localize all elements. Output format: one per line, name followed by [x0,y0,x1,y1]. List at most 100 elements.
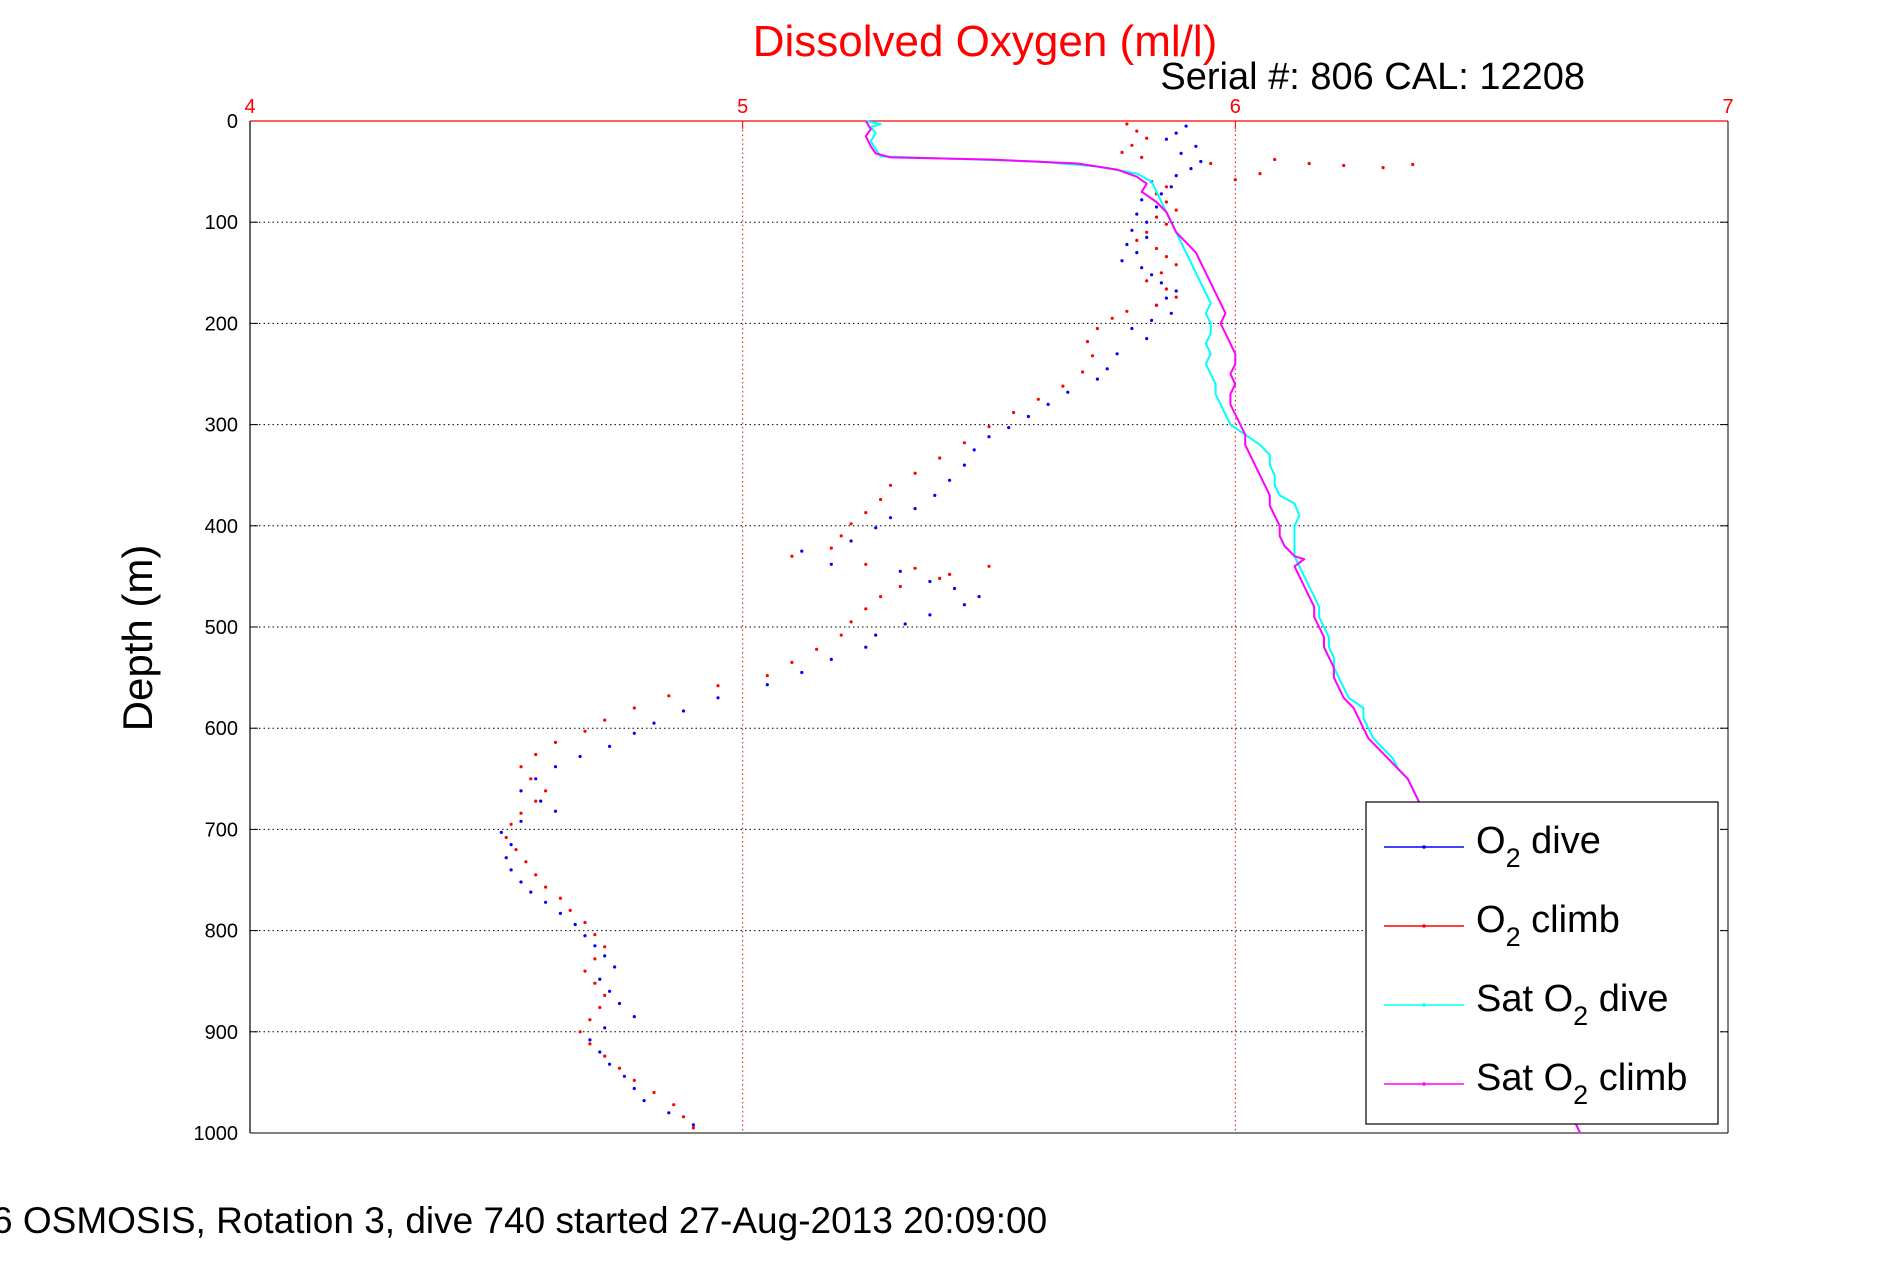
axes: 0 100 200 300 400 500 600 700 800 900 1000 4 5 6 7 [194,96,1734,1145]
legend-marker [1422,924,1426,928]
data-point [632,1078,636,1082]
legend-label-subscript: 2 [1506,843,1521,873]
data-point [1145,136,1149,140]
data-point [815,647,819,651]
data-point [578,754,582,759]
chart-title: Dissolved Oxygen (ml/l) [753,17,1218,66]
data-point [642,1099,646,1103]
data-point [1342,163,1346,168]
data-point [948,478,952,482]
data-point [829,657,833,662]
data-point [1036,397,1040,401]
x-tick-label: 4 [244,96,255,118]
data-point [593,933,597,937]
series-o2-climb [504,122,1415,1130]
data-point [716,696,720,700]
series-o2-dive [499,124,1203,1127]
legend-label: Sat O2 climb [1476,1057,1687,1110]
legend-label: O2 dive [1476,820,1601,873]
data-point [1026,414,1030,419]
data-point [519,765,523,769]
data-point [1145,279,1149,283]
data-point [1150,318,1154,322]
data-point [632,1015,636,1019]
data-point [1164,255,1168,259]
data-point [667,1111,671,1115]
data-point [1125,242,1129,247]
data-point [1194,144,1198,148]
data-point [888,516,893,520]
data-point [1174,174,1178,178]
legend-label-main: Sat O [1476,978,1573,1020]
data-point [1061,384,1065,388]
data-point [962,603,967,607]
data-point [1125,122,1129,126]
data-point [652,1090,656,1095]
legend-label: Sat O2 dive [1476,978,1668,1031]
legend-label-rest: climb [1521,899,1620,941]
data-point [622,1074,627,1078]
data-point [1199,159,1203,164]
legend-label-main: O [1476,820,1506,862]
data-point [534,777,538,781]
data-point [1381,166,1385,170]
data-point [1411,162,1415,167]
data-point [1145,230,1149,234]
data-point [1140,198,1144,202]
data-point [1154,215,1159,219]
data-point [583,934,587,938]
data-point [913,507,917,511]
data-point [1159,192,1163,196]
data-point [898,569,902,573]
data-point [849,620,853,624]
chart-subtitle: Serial #: 806 CAL: 12208 [1160,56,1585,98]
data-point [952,586,957,591]
data-point [1130,326,1134,331]
data-point [1164,222,1168,226]
data-point [839,534,843,538]
data-point [603,945,607,949]
legend-label-main: O [1476,899,1506,941]
data-point [928,579,932,584]
data-point [1085,340,1090,344]
data-point [617,1066,622,1070]
data-point [553,765,558,769]
data-point [632,706,636,710]
data-point [1125,309,1129,313]
data-point [1046,402,1050,406]
data-point [1145,235,1149,239]
data-point [1120,150,1124,154]
data-point [681,709,686,713]
data-point [603,954,607,958]
data-point [1209,161,1213,166]
data-point [839,633,843,637]
data-point [1154,303,1159,307]
data-point [534,752,538,757]
data-point [933,493,937,497]
data-point [593,957,597,961]
data-point [1164,137,1168,141]
legend-label-rest: dive [1588,978,1668,1020]
data-point [1184,124,1188,128]
data-point [987,435,991,439]
data-point [1164,200,1168,204]
data-point [1159,281,1163,285]
data-point [1095,377,1099,381]
data-point [849,539,853,543]
data-point [691,1126,696,1130]
data-point [588,1018,592,1022]
data-point [879,595,883,599]
legend-label-subscript: 2 [1573,1080,1588,1110]
y-tick-label: 100 [205,212,238,234]
data-point [598,1005,602,1010]
data-point [553,740,558,745]
y-axis-title: Depth (m) [114,545,161,732]
data-point [632,1086,636,1091]
data-point [1164,296,1168,300]
data-point [583,920,587,925]
data-point [1135,129,1139,133]
data-point [898,584,902,589]
data-point [544,885,548,889]
x-tick-label: 6 [1230,96,1241,118]
